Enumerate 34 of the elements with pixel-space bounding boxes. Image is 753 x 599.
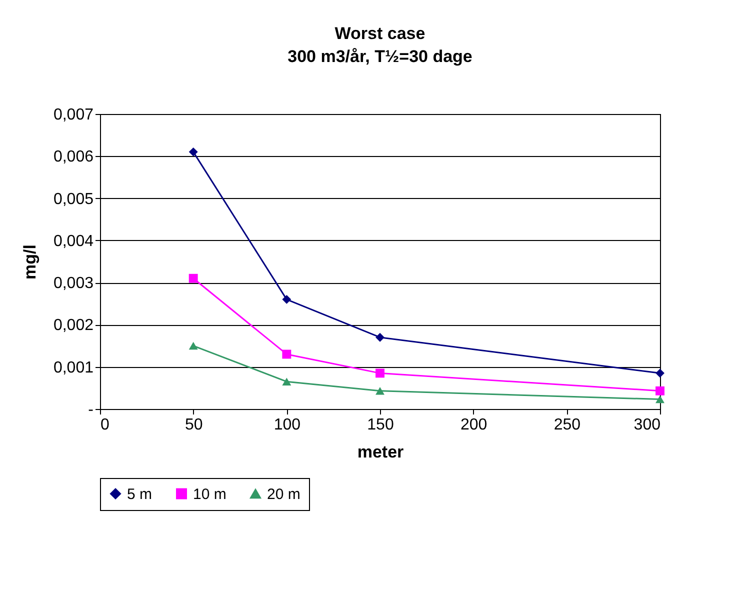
x-tick-label: 200 bbox=[460, 416, 488, 434]
x-tick-label: 100 bbox=[274, 416, 301, 434]
x-axis-title: meter bbox=[357, 442, 404, 462]
point bbox=[282, 294, 292, 304]
point bbox=[376, 387, 384, 395]
point bbox=[376, 332, 384, 342]
point bbox=[188, 147, 198, 156]
point bbox=[656, 395, 664, 404]
x-tick-label: 50 bbox=[184, 416, 203, 434]
point bbox=[376, 368, 384, 378]
legend-label: 20 m bbox=[267, 486, 300, 503]
x-tick-label: 0 bbox=[100, 416, 110, 434]
point bbox=[188, 342, 198, 350]
x-tick-label: 300 bbox=[634, 416, 661, 434]
legend-label: 5 m bbox=[127, 486, 152, 503]
point bbox=[656, 386, 664, 396]
y-tick-label: 0,001 bbox=[53, 359, 94, 376]
y-tick-label: 0,007 bbox=[53, 106, 94, 124]
x-tick-label: 250 bbox=[554, 416, 581, 434]
legend-label: 10 m bbox=[193, 486, 226, 503]
y-tick-label: - bbox=[88, 402, 94, 418]
y-tick-label: 0,003 bbox=[53, 275, 94, 292]
y-tick-label: 0,004 bbox=[53, 232, 94, 250]
y-axis-title: mg/l bbox=[20, 244, 40, 280]
x-tick-label: 150 bbox=[367, 416, 394, 434]
y-tick-label: 0,002 bbox=[53, 317, 94, 334]
point bbox=[656, 368, 664, 378]
point bbox=[282, 378, 292, 386]
chart-subtitle: 300 m3/år, T½=30 dage bbox=[288, 47, 472, 66]
point bbox=[188, 274, 198, 283]
chart-title: Worst case bbox=[334, 24, 426, 43]
y-tick-label: 0,006 bbox=[53, 148, 94, 166]
point bbox=[282, 350, 292, 359]
y-tick-label: 0,005 bbox=[53, 190, 94, 208]
